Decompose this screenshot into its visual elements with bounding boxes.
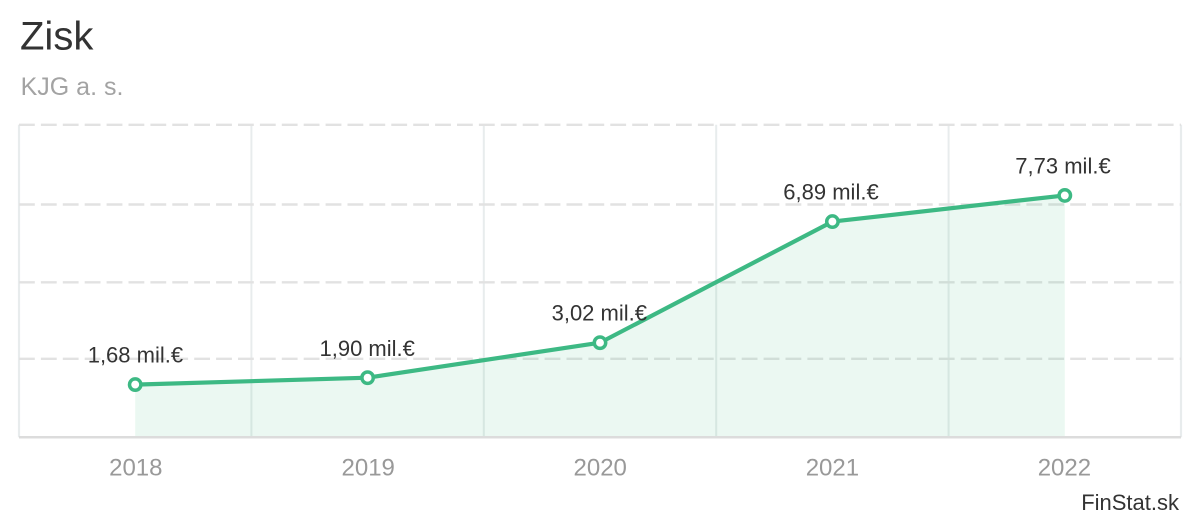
svg-text:2020: 2020 [574,454,627,481]
svg-text:6,89 mil.€: 6,89 mil.€ [783,179,878,204]
svg-text:2022: 2022 [1038,454,1091,481]
svg-text:2019: 2019 [342,454,395,481]
svg-text:2021: 2021 [806,454,859,481]
svg-text:1,68 mil.€: 1,68 mil.€ [88,342,183,367]
svg-text:1,90 mil.€: 1,90 mil.€ [320,336,415,361]
svg-text:Zisk: Zisk [20,15,94,59]
svg-text:3,02 mil.€: 3,02 mil.€ [552,301,647,326]
svg-text:7,73 mil.€: 7,73 mil.€ [1015,154,1110,179]
svg-text:FinStat.sk: FinStat.sk [1081,490,1180,515]
svg-text:2018: 2018 [109,454,162,481]
svg-text:KJG a. s.: KJG a. s. [21,73,124,101]
